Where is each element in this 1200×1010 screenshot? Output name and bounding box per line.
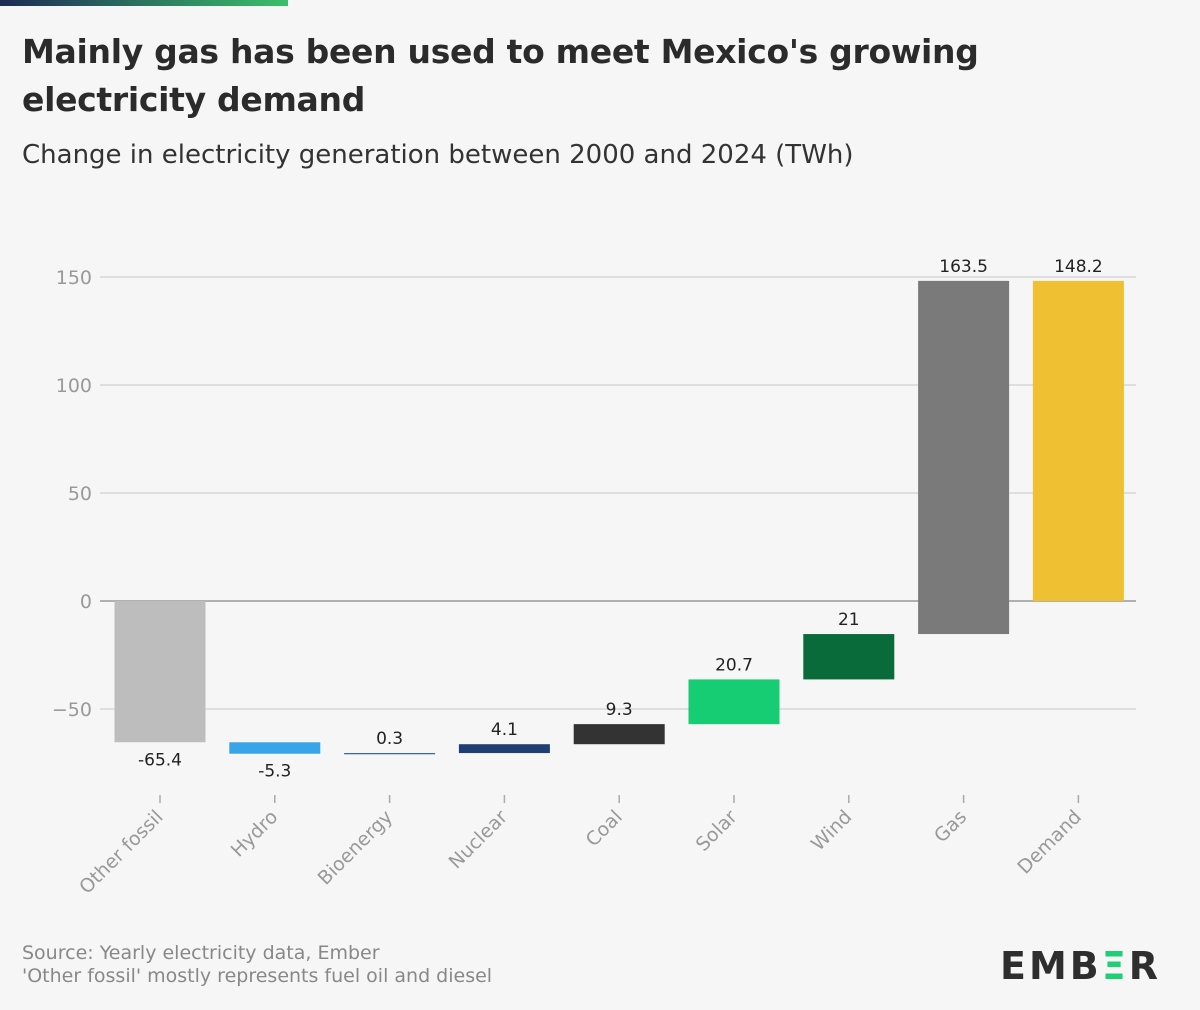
x-tick-label: Other fossil [75,806,167,898]
data-label: 0.3 [376,729,403,749]
y-tick-label: 50 [68,483,92,505]
bar-coal [573,724,665,745]
bar-other-fossil [114,601,206,743]
x-tick-label: Nuclear [445,806,512,873]
x-tick-label: Demand [1013,806,1086,879]
x-tick-label: Bioenergy [314,806,398,890]
data-label: 148.2 [1054,257,1103,277]
x-tick-label: Gas [930,806,971,847]
data-label: 20.7 [715,655,753,675]
x-tick-label: Solar [692,806,742,856]
y-tick-label: −50 [52,699,92,721]
y-tick-label: 100 [56,375,92,397]
data-label: 163.5 [939,257,988,277]
y-tick-label: 0 [80,591,92,613]
bar-wind [803,634,895,680]
bar-demand [1032,280,1124,601]
chart-subtitle: Change in electricity generation between… [22,140,854,170]
x-tick-label: Coal [582,806,627,851]
bar-hydro [229,742,321,754]
data-label: 9.3 [606,700,633,720]
data-label: -5.3 [258,762,291,782]
bar-nuclear [458,744,550,754]
x-tick-label: Wind [807,806,856,855]
data-label: 21 [838,610,860,630]
bar-bioenergy [344,753,436,755]
data-label: -65.4 [138,750,182,770]
top-accent-bar [0,0,288,6]
bar-solar [688,679,780,725]
data-label: 4.1 [491,720,518,740]
chart-title: Mainly gas has been used to meet Mexico'… [22,32,979,119]
y-tick-label: 150 [56,267,92,289]
ember-logo: EMBΞR [1000,944,1162,988]
source-text: Source: Yearly electricity data, Ember [22,942,380,964]
bar-gas [918,280,1010,635]
x-tick-label: Hydro [227,806,283,862]
note-text: 'Other fossil' mostly represents fuel oi… [22,965,493,987]
footer: Source: Yearly electricity data, Ember '… [22,942,492,988]
